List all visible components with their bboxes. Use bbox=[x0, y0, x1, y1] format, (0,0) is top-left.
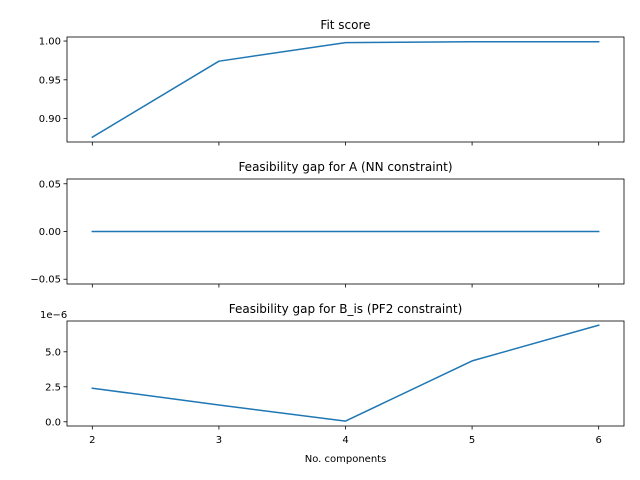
y-tick-label: 0.0 bbox=[45, 417, 61, 428]
x-tick-label: 5 bbox=[469, 435, 475, 446]
y-tick-label: 1.00 bbox=[39, 37, 61, 48]
y-tick-label: 5.0 bbox=[45, 347, 61, 358]
y-tick-label: 0.90 bbox=[39, 114, 61, 125]
subplot-title: Feasibility gap for B_is (PF2 constraint… bbox=[229, 302, 463, 316]
y-tick-label: −0.05 bbox=[30, 275, 61, 286]
data-point bbox=[597, 40, 600, 43]
subplot-title: Fit score bbox=[320, 18, 370, 32]
data-point bbox=[91, 387, 94, 390]
y-tick-label: 0.00 bbox=[39, 227, 61, 238]
data-point bbox=[91, 136, 94, 139]
data-point bbox=[344, 420, 347, 423]
y-axis-offset-label: 1e−6 bbox=[40, 310, 67, 321]
x-axis-label: No. components bbox=[305, 454, 387, 465]
x-tick-label: 2 bbox=[89, 435, 95, 446]
data-point bbox=[597, 324, 600, 327]
subplot-feasibility-gap-b: Feasibility gap for B_is (PF2 constraint… bbox=[40, 302, 625, 465]
x-tick-label: 6 bbox=[595, 435, 601, 446]
data-point bbox=[217, 60, 220, 63]
x-tick-label: 4 bbox=[342, 435, 348, 446]
axes-frame bbox=[66, 320, 625, 427]
subplot-title: Feasibility gap for A (NN constraint) bbox=[238, 160, 452, 174]
axes-frame bbox=[66, 178, 625, 285]
x-tick-label: 3 bbox=[216, 435, 222, 446]
axes-frame bbox=[66, 36, 625, 143]
data-point bbox=[471, 230, 474, 233]
data-point bbox=[471, 359, 474, 362]
data-point bbox=[344, 41, 347, 44]
data-point bbox=[344, 230, 347, 233]
y-tick-label: 2.5 bbox=[45, 382, 61, 393]
subplot-fit-score: Fit score 0.90 0.95 1.00 bbox=[39, 18, 625, 146]
data-point bbox=[217, 404, 220, 407]
data-point bbox=[597, 230, 600, 233]
data-point bbox=[471, 40, 474, 43]
subplot-feasibility-gap-a: Feasibility gap for A (NN constraint) −0… bbox=[30, 160, 625, 288]
y-tick-label: 0.95 bbox=[39, 75, 61, 86]
series-line bbox=[91, 324, 600, 422]
series-line bbox=[91, 41, 600, 139]
data-point bbox=[217, 230, 220, 233]
y-tick-label: 0.05 bbox=[39, 179, 61, 190]
data-point bbox=[91, 230, 94, 233]
